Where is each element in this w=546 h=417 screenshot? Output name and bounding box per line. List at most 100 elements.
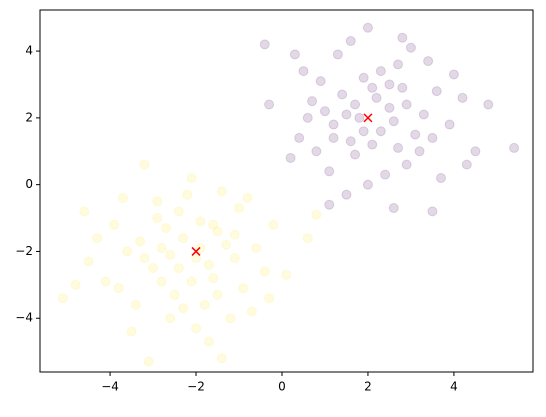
point: [315, 76, 326, 87]
point: [57, 293, 68, 304]
point: [160, 223, 171, 234]
point: [208, 219, 219, 230]
point: [156, 243, 167, 254]
point: [332, 49, 343, 60]
point: [113, 283, 124, 294]
point: [388, 203, 399, 214]
point: [173, 206, 184, 217]
point: [178, 233, 189, 244]
point: [324, 166, 335, 177]
point: [324, 199, 335, 210]
point: [427, 132, 438, 143]
point: [375, 66, 386, 77]
point: [195, 216, 206, 227]
point: [371, 92, 382, 103]
point: [122, 246, 133, 257]
point: [311, 209, 322, 220]
point: [242, 193, 253, 204]
point: [135, 236, 146, 247]
x-tick-label: 0: [278, 380, 286, 394]
point: [186, 172, 197, 183]
point: [268, 219, 279, 230]
point: [169, 289, 180, 300]
point: [350, 99, 361, 110]
point: [259, 266, 270, 277]
point: [358, 72, 369, 83]
point: [229, 229, 240, 240]
point: [212, 226, 223, 237]
point: [397, 82, 408, 93]
point: [354, 112, 365, 123]
point: [152, 213, 163, 224]
plot-frame: [39, 9, 534, 373]
center-marker: [363, 113, 373, 123]
point: [345, 136, 356, 147]
point: [307, 96, 318, 107]
point: [208, 273, 219, 284]
point: [367, 82, 378, 93]
point: [234, 203, 245, 214]
point: [423, 56, 434, 67]
point: [264, 99, 275, 110]
point: [212, 289, 223, 300]
point: [319, 106, 330, 117]
point: [126, 326, 137, 337]
point: [302, 233, 313, 244]
y-tick-label: −4: [15, 311, 33, 325]
point: [156, 276, 167, 287]
point: [178, 303, 189, 314]
point: [397, 32, 408, 43]
point: [444, 119, 455, 130]
point: [285, 152, 296, 163]
point: [461, 159, 472, 170]
point: [281, 269, 292, 280]
point: [302, 112, 313, 123]
point: [199, 299, 210, 310]
point: [117, 193, 128, 204]
point: [384, 79, 395, 90]
x-tick-label: −2: [187, 380, 205, 394]
point: [414, 146, 425, 157]
point: [345, 36, 356, 47]
point: [165, 249, 176, 260]
point: [130, 299, 141, 310]
point: [384, 102, 395, 113]
y-tick-label: 0: [25, 177, 33, 191]
point: [70, 279, 81, 290]
point: [79, 206, 90, 217]
point: [436, 172, 447, 183]
point: [229, 253, 240, 264]
point: [470, 146, 481, 157]
point: [328, 119, 339, 130]
point: [337, 89, 348, 100]
point: [457, 92, 468, 103]
point: [259, 39, 270, 50]
point: [388, 116, 399, 127]
center-marker: [191, 246, 201, 256]
y-tick-label: 2: [25, 110, 33, 124]
point: [341, 109, 352, 120]
point: [289, 49, 300, 60]
point: [328, 132, 339, 143]
x-tick-label: −4: [101, 380, 119, 394]
point: [431, 86, 442, 97]
point: [203, 336, 214, 347]
x-tick-label: 2: [364, 380, 372, 394]
point: [182, 189, 193, 200]
point: [251, 243, 262, 254]
point: [83, 256, 94, 267]
point: [362, 22, 373, 33]
point: [216, 186, 227, 197]
point: [225, 313, 236, 324]
point: [264, 293, 275, 304]
point: [246, 306, 257, 317]
point: [203, 259, 214, 270]
point: [375, 126, 386, 137]
point: [509, 142, 520, 153]
point: [362, 179, 373, 190]
point: [143, 356, 154, 367]
point: [393, 142, 404, 153]
point: [191, 323, 202, 334]
point: [350, 149, 361, 160]
